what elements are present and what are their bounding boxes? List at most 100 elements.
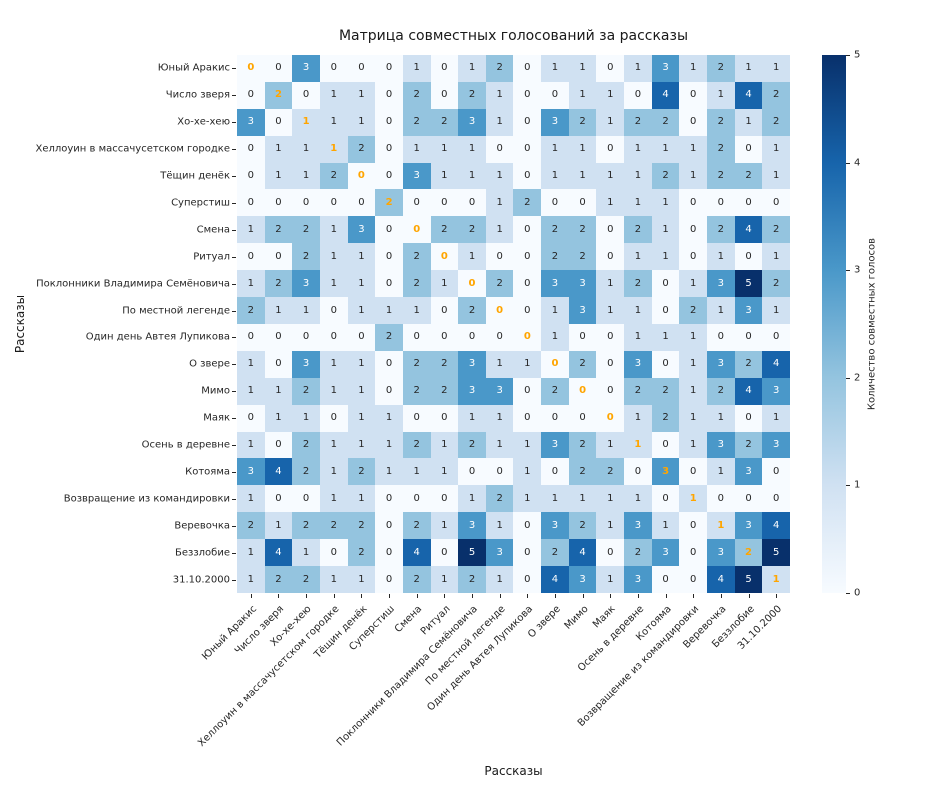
y-tick-mark [232, 149, 236, 151]
heatmap-cell: 1 [319, 350, 348, 378]
heatmap-cell: 1 [679, 377, 708, 405]
heatmap-cell: 1 [347, 404, 376, 432]
heatmap-cell: 3 [651, 539, 680, 567]
heatmap-cell: 0 [458, 189, 486, 217]
heatmap-cell: 2 [347, 539, 376, 567]
heatmap-cell: 0 [734, 404, 763, 432]
heatmap-cell: 1 [541, 55, 569, 82]
heatmap-cell: 2 [734, 162, 763, 190]
heatmap-cell: 3 [707, 431, 735, 459]
y-tick-label: Поклонники Владимира Семёновича [36, 278, 230, 290]
heatmap-cell: 3 [651, 458, 680, 486]
heatmap-cell: 0 [375, 512, 403, 540]
heatmap-cell: 1 [596, 512, 625, 540]
heatmap-cell: 2 [292, 216, 320, 244]
heatmap-cell: 0 [679, 189, 708, 217]
heatmap-cell: 4 [734, 81, 763, 109]
heatmap-cell: 1 [319, 431, 348, 459]
heatmap-cell: 4 [402, 539, 431, 567]
heatmap-cell: 0 [513, 539, 542, 567]
heatmap-cell: 1 [624, 485, 652, 513]
heatmap-cell: 0 [485, 323, 514, 351]
heatmap-cell: 1 [679, 270, 708, 298]
heatmap-cell: 1 [237, 216, 265, 244]
heatmap-cell: 0 [430, 297, 459, 324]
heatmap-cell: 0 [513, 404, 542, 432]
y-tick-mark [232, 122, 236, 124]
heatmap-cell: 1 [375, 404, 403, 432]
heatmap-cell: 1 [458, 55, 486, 82]
heatmap-cell: 0 [513, 377, 542, 405]
heatmap-cell: 2 [375, 323, 403, 351]
heatmap-cell: 2 [624, 377, 652, 405]
heatmap-cell: 0 [596, 323, 625, 351]
x-tick-mark [554, 594, 556, 598]
heatmap-cell: 0 [264, 243, 293, 271]
x-tick-mark [582, 594, 584, 598]
heatmap-cell: 0 [651, 297, 680, 324]
heatmap-cell: 2 [734, 431, 763, 459]
heatmap-cell: 2 [485, 55, 514, 82]
heatmap-cell: 0 [375, 135, 403, 163]
heatmap-cell: 1 [292, 297, 320, 324]
heatmap-cell: 4 [762, 512, 790, 540]
heatmap-cell: 2 [402, 81, 431, 109]
heatmap-cell: 1 [651, 512, 680, 540]
heatmap-cell: 0 [596, 377, 625, 405]
heatmap-cell: 0 [734, 189, 763, 217]
y-tick-label: Хо-хе-хею [177, 116, 230, 128]
heatmap-cell: 0 [375, 108, 403, 136]
heatmap-cell: 0 [375, 485, 403, 513]
y-tick-label: Маяк [203, 412, 230, 424]
heatmap-cell: 1 [347, 297, 376, 324]
heatmap-cell: 3 [485, 377, 514, 405]
heatmap-cell: 1 [458, 485, 486, 513]
heatmap-cell: 1 [513, 350, 542, 378]
x-axis-label: Рассказы [484, 764, 543, 778]
heatmap-cell: 0 [264, 323, 293, 351]
heatmap-cell: 0 [651, 566, 680, 593]
heatmap-cell: 4 [264, 458, 293, 486]
y-tick-label: Тёщин денёк [160, 170, 230, 182]
heatmap-cell: 2 [292, 512, 320, 540]
heatmap-cell: 0 [237, 404, 265, 432]
heatmap-cell: 1 [375, 297, 403, 324]
heatmap-cell: 2 [264, 81, 293, 109]
heatmap-cell: 0 [458, 323, 486, 351]
x-tick-mark [444, 594, 446, 598]
heatmap-cell: 0 [541, 458, 569, 486]
heatmap-cell: 1 [734, 108, 763, 136]
heatmap-cell: 1 [292, 539, 320, 567]
heatmap-cell: 1 [347, 485, 376, 513]
heatmap-cell: 2 [430, 350, 459, 378]
heatmap-cell: 1 [485, 189, 514, 217]
heatmap-cell: 2 [402, 108, 431, 136]
y-tick-mark [232, 391, 236, 393]
heatmap-cell: 2 [292, 458, 320, 486]
y-tick-mark [232, 445, 236, 447]
heatmap-cell: 3 [624, 512, 652, 540]
heatmap-cell: 0 [237, 135, 265, 163]
heatmap-cell: 1 [624, 55, 652, 82]
heatmap-cell: 2 [651, 108, 680, 136]
heatmap-cell: 2 [485, 270, 514, 298]
heatmap-cell: 1 [762, 566, 790, 593]
heatmap-cell: 1 [319, 243, 348, 271]
heatmap-cell: 0 [541, 189, 569, 217]
heatmap-cell: 3 [707, 539, 735, 567]
heatmap-cell: 1 [596, 485, 625, 513]
heatmap-cell: 2 [624, 270, 652, 298]
colorbar-tick-mark [846, 270, 850, 272]
y-tick-mark [232, 471, 236, 473]
heatmap-cell: 0 [319, 55, 348, 82]
colorbar-tick-label: 2 [854, 372, 861, 384]
heatmap-cell: 0 [319, 189, 348, 217]
heatmap-cell: 3 [458, 377, 486, 405]
heatmap-cell: 1 [485, 350, 514, 378]
heatmap-cell: 2 [707, 108, 735, 136]
heatmap-cell: 1 [458, 243, 486, 271]
heatmap-cell: 1 [679, 485, 708, 513]
heatmap-cell: 0 [430, 539, 459, 567]
x-tick-mark [472, 594, 474, 598]
